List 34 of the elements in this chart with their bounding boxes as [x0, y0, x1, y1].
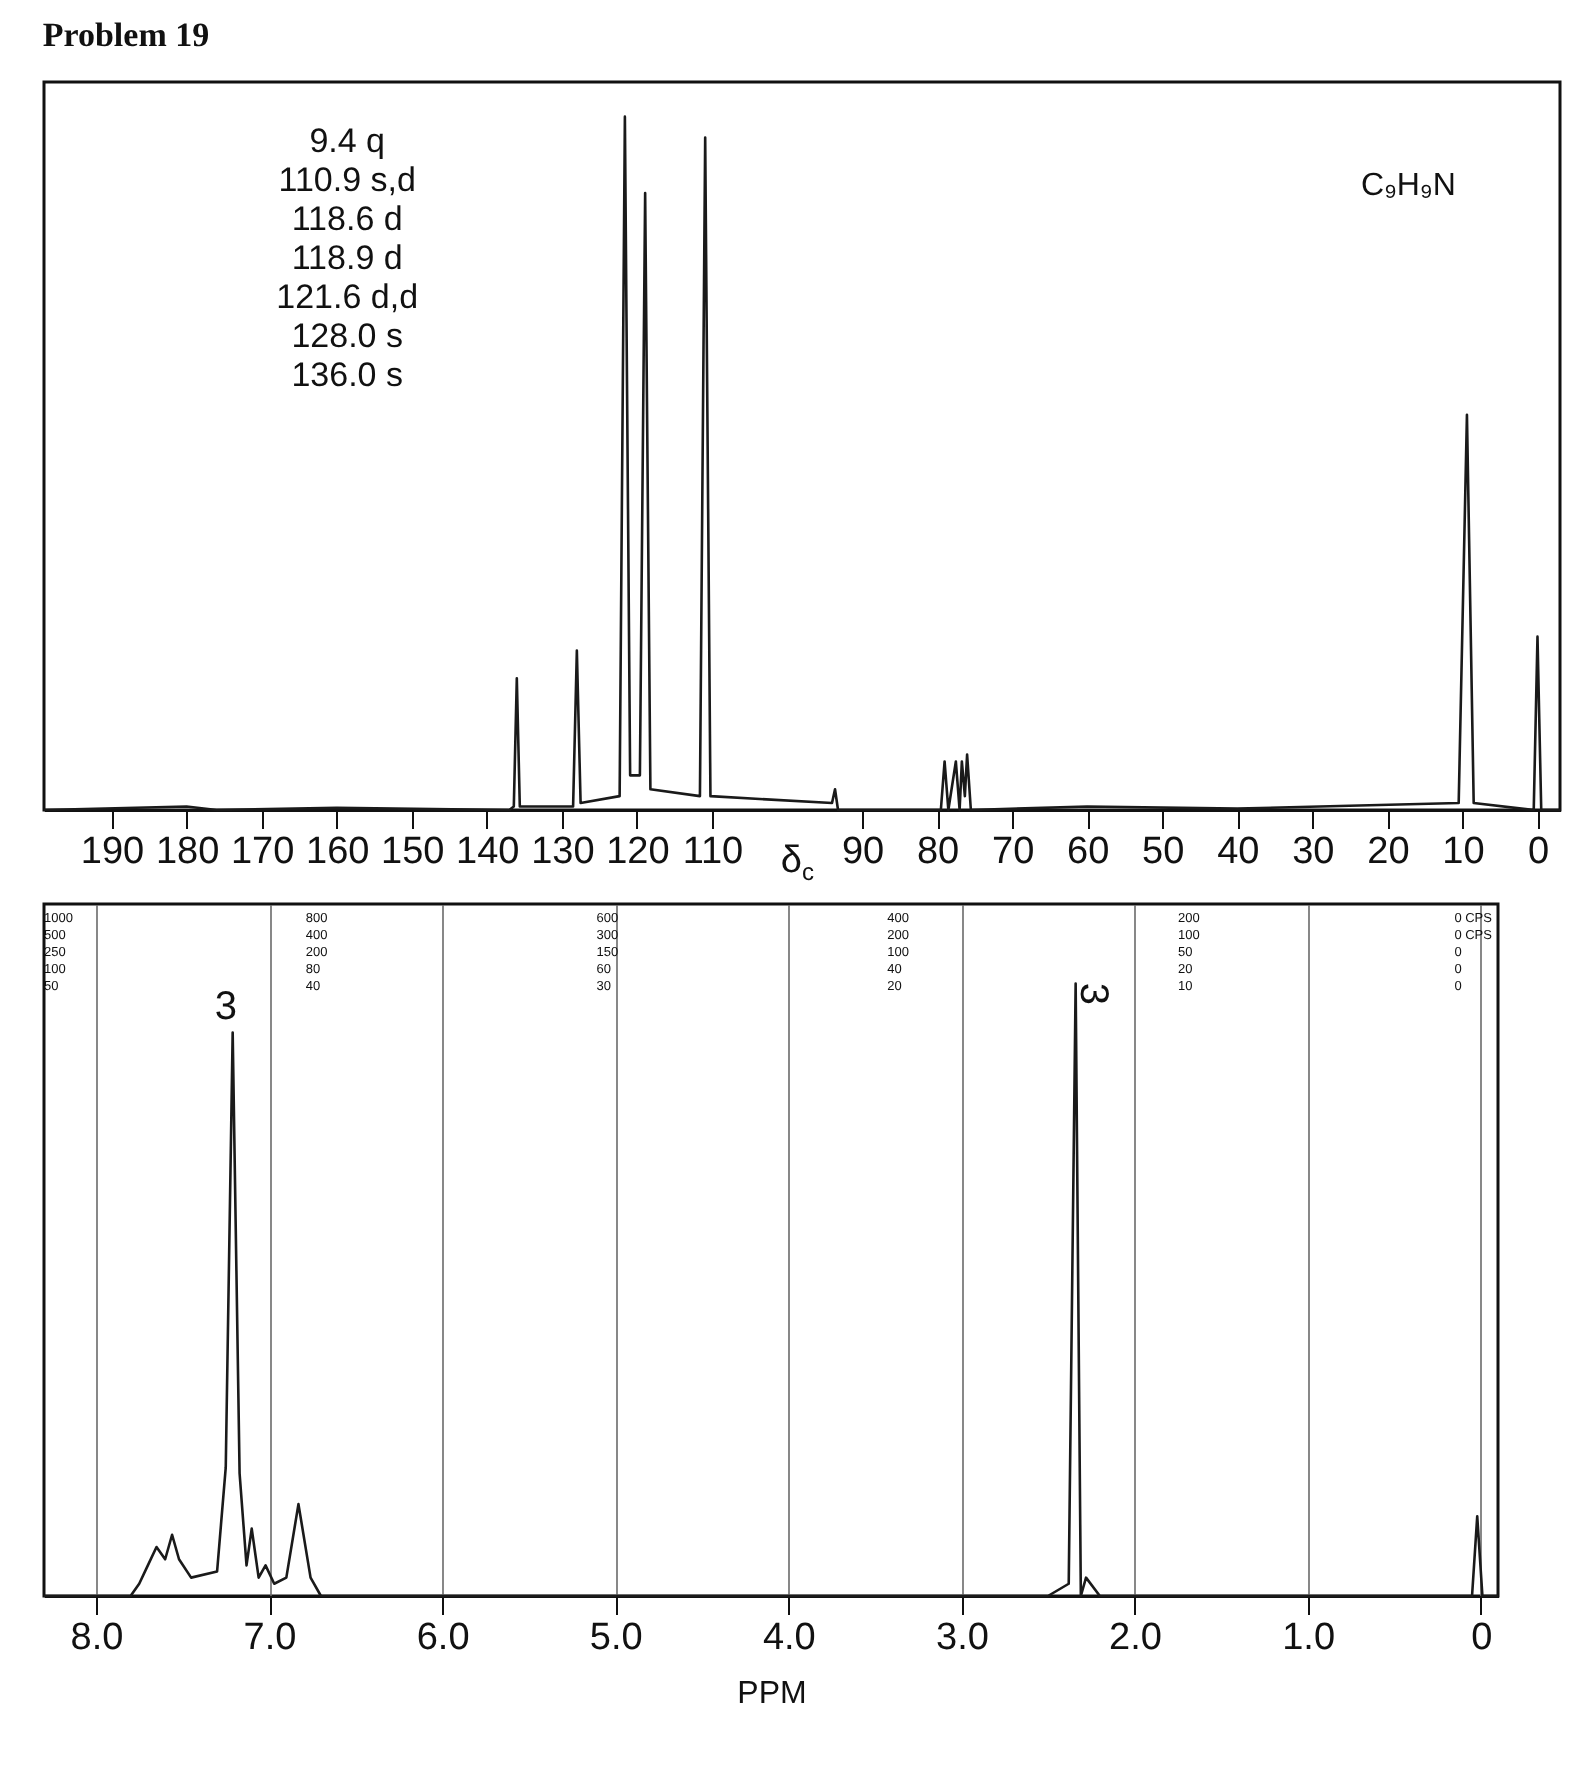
x-tick-label: 130 — [531, 831, 595, 873]
x-tick-label: 70 — [992, 831, 1035, 873]
x-tick-label: 140 — [456, 831, 520, 873]
x-tick-label: 90 — [841, 831, 885, 873]
x-tick-label: 10 — [1442, 831, 1485, 873]
annotation: 3 — [1070, 982, 1115, 1006]
x-tick-label: 2.0 — [1109, 1617, 1162, 1659]
x-tick-label: 190 — [80, 831, 145, 873]
x-tick-label: 150 — [381, 831, 445, 873]
annotation: C₉H₉N — [1361, 169, 1456, 204]
x-tick-label: 20 — [1367, 831, 1410, 873]
x-tick-label: 160 — [305, 831, 370, 873]
x-tick-label: 1.0 — [1282, 1617, 1336, 1659]
x-tick-label: 3.0 — [935, 1617, 989, 1659]
x-tick-label: 4.0 — [762, 1617, 816, 1659]
x-tick-label: 50 — [1142, 831, 1185, 873]
x-tick-label: 0 — [1471, 1617, 1493, 1659]
x-tick-label: 8.0 — [70, 1617, 124, 1659]
x-tick-label: 7.0 — [243, 1617, 297, 1659]
x-tick-label: 60 — [1067, 831, 1110, 873]
x-tick-label: 0 — [1527, 831, 1550, 873]
x-tick-label: 120 — [606, 831, 670, 873]
x-tick-label: 5.0 — [589, 1617, 643, 1659]
chart-title: Problem 19 — [42, 16, 210, 54]
annotation: 9.4 q 110.9 s,d 118.6 d 118.9 d 121.6 d,d 128.0 s 136.0 s — [276, 121, 419, 394]
x-tick-label: 6.0 — [416, 1617, 470, 1659]
x-tick-label: 30 — [1292, 831, 1335, 873]
x-tick-label: 40 — [1217, 831, 1260, 873]
x-tick-label: 80 — [916, 831, 960, 873]
x-tick-label: 170 — [230, 831, 295, 873]
x-tick-label: 180 — [155, 831, 220, 873]
x-tick-label: 110 — [682, 831, 744, 873]
x-axis-title: PPM — [737, 1677, 807, 1711]
annotation: 3 — [214, 985, 237, 1030]
